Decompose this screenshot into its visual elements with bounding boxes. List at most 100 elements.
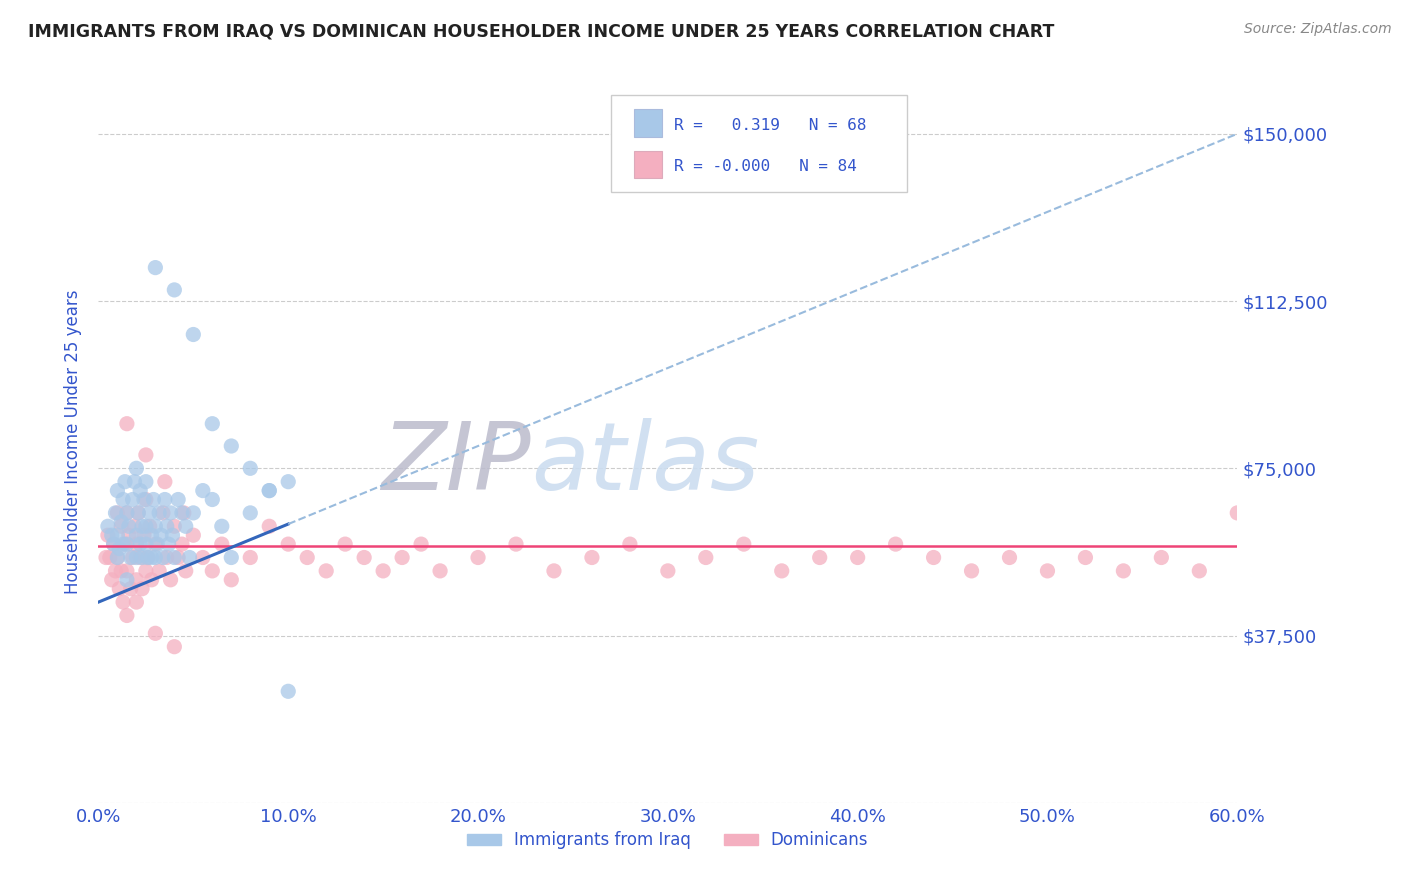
Point bbox=[124, 475, 146, 489]
Point bbox=[97, 519, 120, 533]
Point bbox=[259, 483, 281, 498]
Point bbox=[191, 483, 214, 498]
Point bbox=[159, 506, 181, 520]
Point bbox=[127, 506, 149, 520]
Point bbox=[141, 528, 163, 542]
Point bbox=[163, 640, 186, 654]
Point bbox=[131, 550, 153, 565]
Point bbox=[1074, 550, 1097, 565]
Point bbox=[152, 550, 174, 565]
Point bbox=[239, 461, 262, 475]
Point bbox=[127, 506, 149, 520]
Point bbox=[297, 550, 319, 565]
Point bbox=[173, 506, 195, 520]
Point bbox=[118, 519, 141, 533]
Point bbox=[153, 475, 176, 489]
Point bbox=[125, 573, 148, 587]
Point bbox=[115, 573, 138, 587]
Point bbox=[141, 550, 163, 565]
Point bbox=[129, 483, 152, 498]
Point bbox=[115, 608, 138, 623]
Point bbox=[131, 582, 153, 596]
Point bbox=[115, 564, 138, 578]
Point bbox=[125, 595, 148, 609]
Y-axis label: Householder Income Under 25 years: Householder Income Under 25 years bbox=[65, 289, 83, 594]
Point bbox=[145, 519, 167, 533]
Point bbox=[183, 528, 205, 542]
Point bbox=[104, 564, 127, 578]
Point bbox=[104, 506, 127, 520]
Point bbox=[115, 417, 138, 431]
Point bbox=[118, 528, 141, 542]
Point bbox=[167, 492, 190, 507]
Bar bbox=[634, 110, 662, 136]
Point bbox=[163, 550, 186, 565]
Point bbox=[221, 573, 243, 587]
Point bbox=[110, 515, 132, 529]
Point bbox=[163, 283, 186, 297]
Point bbox=[619, 537, 641, 551]
Point bbox=[277, 475, 299, 489]
Point bbox=[259, 519, 281, 533]
Text: atlas: atlas bbox=[531, 417, 759, 508]
Point bbox=[112, 537, 135, 551]
Point bbox=[107, 506, 129, 520]
Point bbox=[153, 492, 176, 507]
Point bbox=[183, 327, 205, 342]
Point bbox=[142, 492, 165, 507]
Point bbox=[170, 537, 193, 551]
Point bbox=[221, 439, 243, 453]
Point bbox=[170, 506, 193, 520]
Point bbox=[125, 528, 148, 542]
Point bbox=[121, 550, 143, 565]
Point bbox=[121, 492, 143, 507]
Point bbox=[112, 492, 135, 507]
Point bbox=[1188, 564, 1211, 578]
Point bbox=[152, 506, 174, 520]
Legend: Immigrants from Iraq, Dominicans: Immigrants from Iraq, Dominicans bbox=[461, 824, 875, 856]
Point bbox=[657, 564, 679, 578]
Point bbox=[98, 550, 121, 565]
Point bbox=[884, 537, 907, 551]
Point bbox=[156, 550, 179, 565]
Point bbox=[136, 550, 159, 565]
Point bbox=[163, 519, 186, 533]
Point bbox=[191, 550, 214, 565]
Point bbox=[371, 564, 394, 578]
Point bbox=[114, 475, 136, 489]
Point bbox=[162, 528, 184, 542]
Point bbox=[148, 564, 170, 578]
Point bbox=[110, 519, 132, 533]
Bar bbox=[634, 151, 662, 178]
Point bbox=[695, 550, 717, 565]
Point bbox=[115, 506, 138, 520]
Point bbox=[115, 537, 138, 551]
Point bbox=[159, 573, 181, 587]
Point bbox=[808, 550, 831, 565]
Point bbox=[183, 506, 205, 520]
Point bbox=[100, 528, 122, 542]
Point bbox=[150, 528, 173, 542]
Point bbox=[132, 528, 155, 542]
Point bbox=[581, 550, 603, 565]
Point bbox=[1036, 564, 1059, 578]
Point bbox=[107, 550, 129, 565]
Point bbox=[167, 550, 190, 565]
Point bbox=[132, 492, 155, 507]
Point bbox=[846, 550, 869, 565]
Point bbox=[135, 519, 157, 533]
Point bbox=[239, 506, 262, 520]
Point bbox=[94, 550, 117, 565]
Point bbox=[107, 483, 129, 498]
Point bbox=[505, 537, 527, 551]
Point bbox=[135, 475, 157, 489]
Point bbox=[543, 564, 565, 578]
Text: Source: ZipAtlas.com: Source: ZipAtlas.com bbox=[1244, 22, 1392, 37]
Point bbox=[770, 564, 793, 578]
Point bbox=[135, 537, 157, 551]
Point bbox=[135, 564, 157, 578]
Point bbox=[411, 537, 433, 551]
Point bbox=[467, 550, 489, 565]
FancyBboxPatch shape bbox=[612, 95, 907, 193]
Point bbox=[124, 519, 146, 533]
